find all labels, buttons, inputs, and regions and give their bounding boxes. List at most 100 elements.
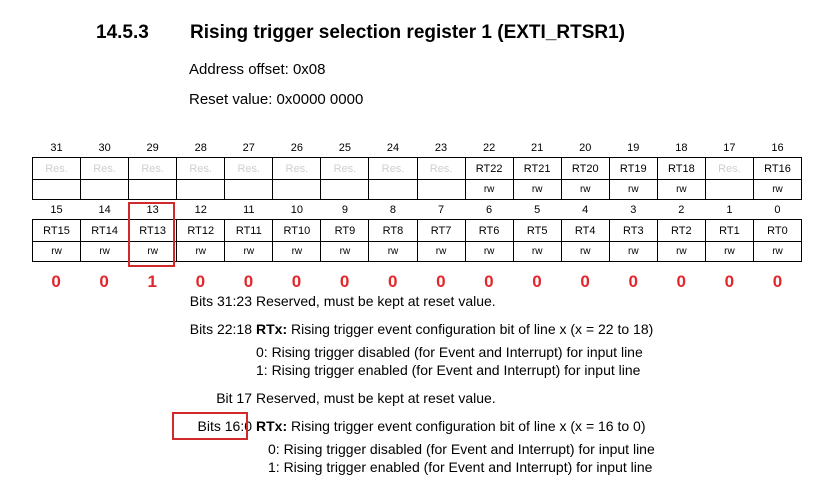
field-name-cell: RT5 bbox=[512, 219, 562, 242]
bit-number-cell: 2 bbox=[678, 203, 685, 216]
access-type-cell bbox=[31, 179, 82, 200]
field-name-cell: RT13 bbox=[128, 219, 178, 242]
access-type-cell bbox=[128, 179, 178, 200]
access-type-cell: rw bbox=[176, 241, 226, 262]
bit-number-cell: 24 bbox=[386, 141, 400, 154]
bit-value-annotation: 0 bbox=[772, 272, 783, 291]
access-type-cell bbox=[80, 179, 130, 200]
field-name-cell: RT19 bbox=[608, 157, 658, 180]
bit-number-cell: 30 bbox=[98, 141, 111, 154]
access-type-cell: rw bbox=[608, 241, 658, 262]
bit-number-cell: 7 bbox=[437, 203, 445, 216]
access-type-cell: rw bbox=[320, 241, 370, 262]
desc-bit-17: Bit 17 Reserved, must be kept at reset va… bbox=[170, 390, 496, 406]
bit-number-cell: 23 bbox=[434, 141, 448, 154]
desc-bits-16-0: Bits 16:0 RTx: Rising trigger event confi… bbox=[170, 418, 646, 434]
field-name-cell: Res. bbox=[176, 157, 226, 180]
desc-text: Reserved, must be kept at reset value. bbox=[256, 293, 496, 309]
bit-number-cell: 31 bbox=[50, 141, 63, 154]
bit-number-cell: 11 bbox=[243, 203, 255, 216]
field-name-cell: RT12 bbox=[176, 219, 226, 242]
bit-number-cell: 18 bbox=[675, 141, 688, 154]
field-name-cell: RT9 bbox=[320, 219, 370, 242]
field-name-cell: RT18 bbox=[656, 157, 706, 180]
reset-value: Reset value: 0x0000 0000 bbox=[189, 91, 364, 108]
bit-value-annotation: 0 bbox=[387, 272, 398, 291]
access-type-cell: rw bbox=[752, 179, 803, 200]
field-name-cell: Res. bbox=[224, 157, 274, 180]
bit-13-highlight-box bbox=[128, 202, 175, 267]
bit-number-cell: 25 bbox=[338, 141, 352, 154]
upper-access-row: rw rw rw rw rw rw bbox=[31, 179, 803, 200]
bit-value-annotation: 0 bbox=[532, 272, 542, 291]
bit-number-cell: 14 bbox=[98, 203, 111, 216]
bit-number-cell: 10 bbox=[290, 203, 303, 216]
register-bit-table: 31 30 29 28 27 26 25 24 23 22 21 20 19 18 17 16 Res. Res… bbox=[31, 138, 803, 262]
bit-value-annotation: 0 bbox=[676, 272, 686, 291]
field-name-cell: RT10 bbox=[272, 219, 322, 242]
bit-value-annotation: 0 bbox=[436, 272, 446, 291]
field-name-cell: RT1 bbox=[704, 219, 754, 242]
access-type-cell: rw bbox=[704, 241, 754, 262]
bit-number-cell: 26 bbox=[290, 141, 303, 154]
bit-value-annotation: 0 bbox=[195, 272, 206, 291]
desc-text: Rising trigger event configuration bit o… bbox=[287, 321, 654, 337]
lower-access-row: rw rw rw rw rw rw rw rw rw rw rw rw rw rw rw rw bbox=[31, 241, 803, 262]
bit-value-annotation: 0 bbox=[339, 272, 350, 291]
bit-number-cell: 20 bbox=[579, 141, 592, 154]
bit-number-cell: 6 bbox=[486, 203, 493, 216]
desc-text: Rising trigger event configuration bit o… bbox=[287, 418, 646, 434]
bits-16-0-highlight-box bbox=[172, 412, 248, 440]
access-type-cell: rw bbox=[608, 179, 658, 200]
access-type-cell: rw bbox=[512, 241, 562, 262]
field-name-cell: Res. bbox=[80, 157, 130, 180]
field-name-cell: RT16 bbox=[752, 157, 803, 180]
bit-number-cell: 15 bbox=[50, 203, 63, 216]
field-name-cell: RT11 bbox=[224, 219, 274, 242]
bit-value-annotation: 0 bbox=[580, 272, 590, 291]
access-type-cell bbox=[416, 179, 466, 200]
bit-value-annotation: 0 bbox=[484, 272, 494, 291]
access-type-cell bbox=[224, 179, 274, 200]
field-name-cell: RT22 bbox=[464, 157, 514, 180]
field-name-cell: RT0 bbox=[752, 219, 803, 242]
bit-number-cell: 17 bbox=[723, 141, 736, 154]
bit-value-annotation: 1 bbox=[147, 272, 157, 291]
bit-value-annotation: 0 bbox=[99, 272, 109, 291]
section-number: 14.5.3 bbox=[96, 22, 149, 43]
access-type-cell: rw bbox=[752, 241, 803, 262]
bit-number-cell: 28 bbox=[194, 141, 207, 154]
lower-bit-numbers-row: 15 14 13 12 11 10 9 8 7 6 5 4 3 2 1 0 bbox=[33, 200, 802, 220]
access-type-cell: rw bbox=[512, 179, 562, 200]
field-name-cell: RT6 bbox=[464, 219, 514, 242]
field-name-cell: Res. bbox=[128, 157, 178, 180]
access-type-cell: rw bbox=[416, 241, 466, 262]
desc-label: Bits 16:0 bbox=[197, 418, 252, 434]
field-name-cell: RT20 bbox=[560, 157, 610, 180]
section-title: Rising trigger selection register 1 (EXT… bbox=[190, 22, 625, 43]
bit-number-cell: 19 bbox=[627, 141, 640, 154]
field-name-cell: Res. bbox=[368, 157, 418, 180]
bit-value-annotation: 0 bbox=[724, 272, 735, 291]
bit-number-cell: 1 bbox=[726, 203, 733, 216]
bit-number-cell: 0 bbox=[774, 203, 781, 216]
bit-number-cell: 9 bbox=[341, 203, 348, 216]
bit-number-cell: 22 bbox=[482, 141, 496, 154]
bit-value-annotation: 0 bbox=[243, 272, 254, 291]
desc-label: Bits 22:18 bbox=[189, 321, 252, 337]
access-type-cell bbox=[320, 179, 370, 200]
desc-label: Bit 17 bbox=[216, 390, 252, 406]
access-type-cell bbox=[368, 179, 418, 200]
address-offset: Address offset: 0x08 bbox=[189, 61, 326, 78]
field-name-cell: RT4 bbox=[560, 219, 610, 242]
access-type-cell: rw bbox=[560, 241, 610, 262]
desc-value-1: 1: Rising trigger enabled (for Event and… bbox=[256, 362, 641, 378]
desc-value-0: 0: Rising trigger disabled (for Event an… bbox=[268, 441, 655, 457]
access-type-cell: rw bbox=[31, 241, 82, 262]
bit-number-cell: 12 bbox=[194, 203, 207, 216]
bit-number-cell: 29 bbox=[146, 141, 159, 154]
upper-field-names-row: Res. Res. Res. Res. Res. Res. Res. Res. Res. RT22… bbox=[31, 157, 803, 180]
desc-field-name: RTx: bbox=[256, 418, 288, 434]
access-type-cell: rw bbox=[464, 179, 514, 200]
field-name-cell: RT21 bbox=[512, 157, 562, 180]
